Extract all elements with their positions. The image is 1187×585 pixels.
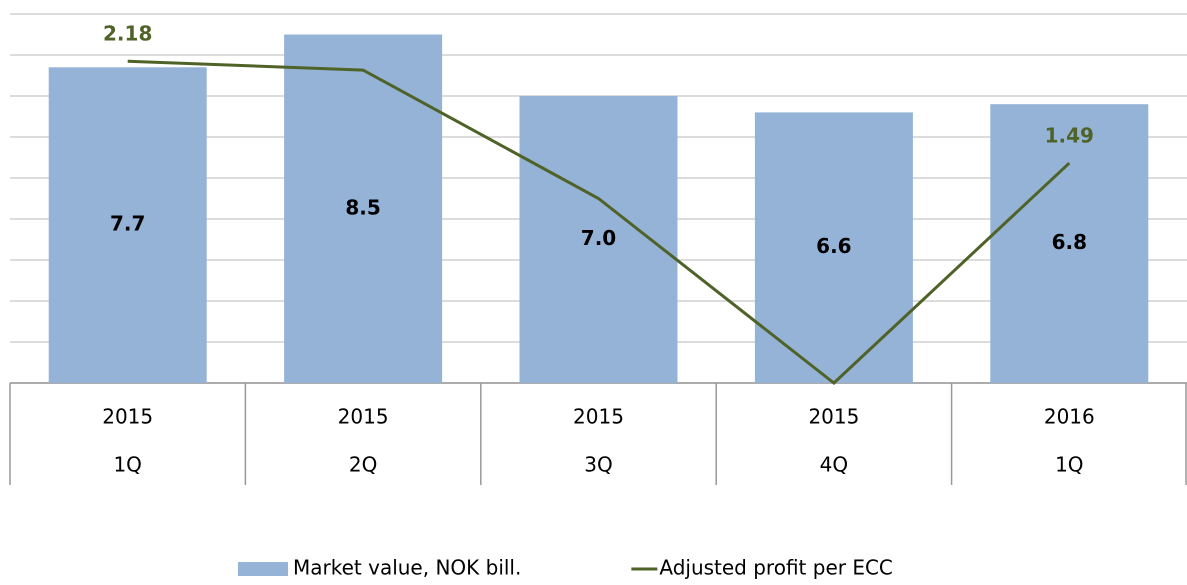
x-tick-label: 1Q	[113, 453, 141, 477]
x-tick-label: 2015	[338, 405, 389, 429]
bar	[284, 34, 443, 383]
bar	[990, 104, 1149, 383]
line-label: 1.49	[1045, 124, 1094, 148]
bar-label: 8.5	[345, 195, 380, 219]
legend-label: Market value, NOK bill.	[293, 556, 521, 580]
legend-label: Adjusted profit per ECC	[659, 556, 893, 580]
x-tick-label: 3Q	[584, 453, 612, 477]
bar-label: 6.6	[816, 234, 851, 258]
line	[127, 59, 1071, 385]
line-label: 2.18	[103, 22, 152, 46]
bar	[48, 67, 207, 384]
x-tick-label: 2015	[573, 405, 624, 429]
legend-swatch	[238, 562, 288, 576]
x-tick-label: 2016	[1044, 405, 1095, 429]
bar-label: 6.8	[1052, 230, 1087, 254]
bar-label: 7.7	[110, 212, 145, 236]
bar	[754, 112, 913, 384]
x-tick-label: 1Q	[1055, 453, 1083, 477]
x-tick-label: 4Q	[820, 453, 848, 477]
x-tick-label: 2015	[102, 405, 153, 429]
x-tick-label: 2Q	[349, 453, 377, 477]
x-tick-label: 2015	[808, 405, 859, 429]
bar-label: 7.0	[581, 226, 616, 250]
